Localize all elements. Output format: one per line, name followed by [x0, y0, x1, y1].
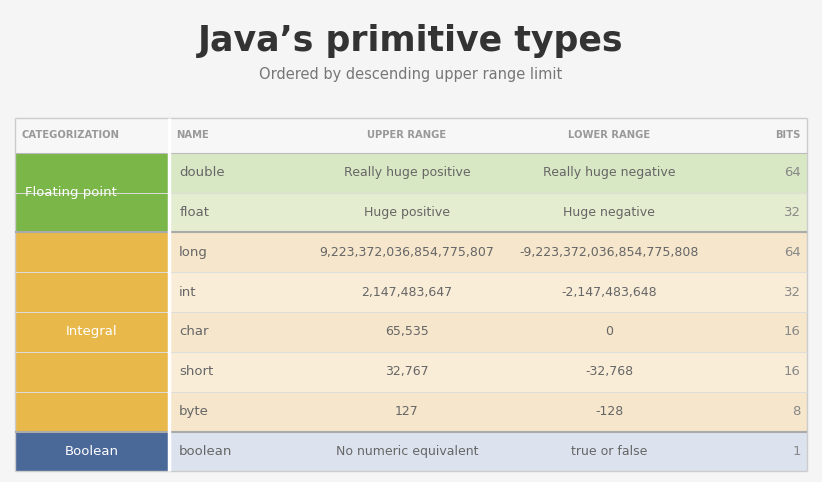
Bar — [15, 392, 169, 431]
Bar — [169, 392, 807, 431]
Text: 9,223,372,036,854,775,807: 9,223,372,036,854,775,807 — [320, 246, 495, 259]
Text: -2,147,483,648: -2,147,483,648 — [561, 286, 657, 299]
Text: 32,767: 32,767 — [386, 365, 429, 378]
Text: -9,223,372,036,854,775,808: -9,223,372,036,854,775,808 — [520, 246, 699, 259]
Text: byte: byte — [179, 405, 209, 418]
Text: LOWER RANGE: LOWER RANGE — [568, 131, 650, 140]
Text: float: float — [179, 206, 209, 219]
Text: BITS: BITS — [775, 131, 801, 140]
Text: 16: 16 — [783, 325, 801, 338]
Text: Really huge negative: Really huge negative — [543, 166, 676, 179]
Text: true or false: true or false — [571, 445, 647, 458]
Text: 32: 32 — [783, 206, 801, 219]
Bar — [169, 232, 807, 272]
Text: Huge negative: Huge negative — [563, 206, 655, 219]
Text: -32,768: -32,768 — [585, 365, 633, 378]
Text: boolean: boolean — [179, 445, 233, 458]
Text: Ordered by descending upper range limit: Ordered by descending upper range limit — [260, 67, 562, 82]
Text: No numeric equivalent: No numeric equivalent — [336, 445, 478, 458]
Bar — [169, 153, 807, 192]
Text: int: int — [179, 286, 196, 299]
Bar — [169, 272, 807, 312]
Text: 127: 127 — [395, 405, 419, 418]
Text: Floating point: Floating point — [25, 186, 117, 199]
Text: Huge positive: Huge positive — [364, 206, 450, 219]
Text: long: long — [179, 246, 208, 259]
Text: 16: 16 — [783, 365, 801, 378]
Text: 0: 0 — [605, 325, 613, 338]
Text: Really huge positive: Really huge positive — [344, 166, 470, 179]
Text: 8: 8 — [792, 405, 801, 418]
Text: char: char — [179, 325, 209, 338]
Text: short: short — [179, 365, 214, 378]
Bar — [15, 232, 169, 272]
Text: 2,147,483,647: 2,147,483,647 — [362, 286, 453, 299]
Text: double: double — [179, 166, 224, 179]
Bar — [15, 312, 169, 352]
Text: 32: 32 — [783, 286, 801, 299]
Text: Java’s primitive types: Java’s primitive types — [198, 24, 624, 58]
Text: 64: 64 — [784, 166, 801, 179]
Text: UPPER RANGE: UPPER RANGE — [367, 131, 446, 140]
Bar — [15, 192, 169, 232]
Text: Integral: Integral — [67, 325, 118, 338]
Text: Boolean: Boolean — [65, 445, 119, 458]
Bar — [169, 431, 807, 471]
Text: -128: -128 — [595, 405, 623, 418]
Bar — [169, 312, 807, 352]
Bar — [169, 352, 807, 392]
Bar — [15, 272, 169, 312]
Text: NAME: NAME — [176, 131, 209, 140]
Bar — [15, 153, 169, 192]
Text: 65,535: 65,535 — [386, 325, 429, 338]
Bar — [15, 431, 169, 471]
Text: 1: 1 — [792, 445, 801, 458]
Text: 64: 64 — [784, 246, 801, 259]
Bar — [15, 352, 169, 392]
Bar — [15, 118, 807, 471]
Text: CATEGORIZATION: CATEGORIZATION — [21, 131, 119, 140]
Bar — [169, 192, 807, 232]
Bar — [15, 118, 807, 153]
